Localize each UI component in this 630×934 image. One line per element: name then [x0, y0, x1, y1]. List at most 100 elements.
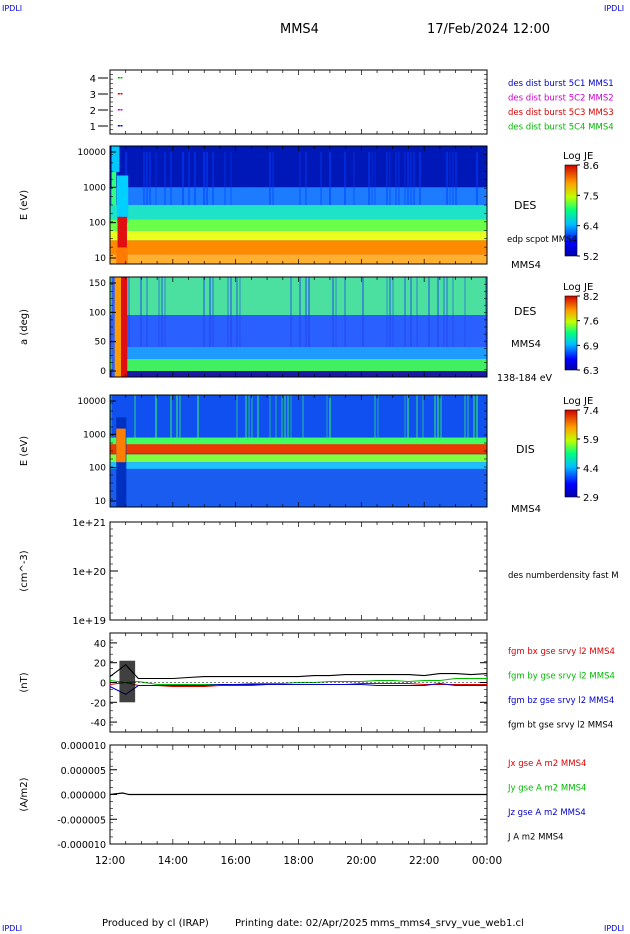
- texture-stripe: [440, 395, 442, 440]
- corner-mark-top-right: IPDLI: [604, 4, 625, 13]
- tick-label: -20: [90, 698, 106, 709]
- event-region: [116, 247, 128, 264]
- texture-stripe: [377, 395, 379, 440]
- tick-label: 100: [89, 464, 106, 474]
- spectrogram-band: [110, 359, 487, 371]
- texture-stripe: [128, 277, 130, 347]
- des-energy-spectrogram: [110, 146, 487, 264]
- tick-label: -40: [90, 718, 106, 729]
- panel-label: DES: [514, 305, 536, 318]
- texture-stripe: [161, 277, 163, 347]
- texture-stripe: [290, 277, 292, 347]
- legend-entry: Jz gse A m2 MMS4: [507, 808, 586, 818]
- texture-stripe: [410, 277, 412, 347]
- texture-stripe: [236, 395, 238, 440]
- tick-label: 0.000000: [61, 791, 106, 802]
- texture-stripe: [236, 277, 238, 347]
- spectrogram-band: [110, 395, 487, 438]
- corner-mark-top-left: IPDLI: [2, 4, 23, 13]
- tick-label: 1000: [83, 430, 106, 440]
- texture-stripe: [188, 151, 190, 205]
- texture-stripe: [329, 395, 331, 440]
- texture-stripe: [281, 395, 283, 440]
- tick-label: 2: [90, 106, 96, 117]
- panel-label: MMS4: [511, 339, 541, 350]
- colorbar-tick: 6.9: [583, 341, 599, 352]
- texture-stripe: [227, 277, 229, 347]
- colorbar-tick: 8.2: [583, 292, 599, 303]
- texture-stripe: [455, 151, 457, 205]
- texture-stripe: [452, 151, 454, 205]
- panel-label: edp scpot MMS4: [507, 235, 577, 245]
- texture-stripe: [428, 277, 430, 347]
- texture-stripe: [416, 277, 418, 347]
- texture-stripe: [230, 277, 232, 347]
- texture-stripe: [284, 395, 286, 440]
- burst-noise: [119, 660, 136, 703]
- burst-mark: [117, 77, 120, 79]
- texture-stripe: [389, 151, 391, 205]
- x-tick-label: 00:00: [472, 855, 502, 867]
- texture-stripe: [308, 277, 310, 347]
- des-energy-colorbar: [564, 164, 578, 257]
- event-region: [114, 277, 121, 377]
- spectrogram-band: [110, 277, 487, 315]
- texture-stripe: [326, 395, 328, 440]
- texture-stripe: [413, 151, 415, 205]
- texture-stripe: [329, 151, 331, 205]
- texture-stripe: [422, 395, 424, 440]
- texture-stripe: [269, 151, 271, 205]
- texture-stripe: [452, 277, 454, 347]
- texture-stripe: [476, 151, 478, 205]
- colorbar-title: Log JE: [563, 396, 593, 407]
- texture-stripe: [371, 151, 373, 205]
- burst-mark: [120, 93, 123, 95]
- texture-stripe: [386, 151, 388, 205]
- texture-stripe: [251, 395, 253, 440]
- texture-stripe: [407, 395, 409, 440]
- colorbar-tick: 6.4: [583, 222, 599, 233]
- colorbar-tick: 5.9: [583, 435, 599, 446]
- texture-stripe: [155, 151, 157, 205]
- burst-mark: [117, 109, 120, 111]
- tick-label: 1: [90, 122, 96, 133]
- event-region: [111, 171, 117, 205]
- event-region: [116, 428, 126, 463]
- tick-label: 1e+20: [72, 567, 106, 578]
- tick-label: 4: [90, 74, 96, 85]
- burst-mark: [117, 93, 120, 95]
- series-by: [109, 677, 487, 686]
- texture-stripe: [134, 395, 136, 440]
- texture-stripe: [416, 395, 418, 440]
- texture-stripe: [302, 395, 304, 440]
- texture-stripe: [257, 395, 259, 440]
- texture-stripe: [410, 151, 412, 205]
- tick-label: 0: [100, 367, 106, 377]
- texture-stripe: [179, 395, 181, 440]
- texture-stripe: [404, 151, 406, 205]
- date-title: 17/Feb/2024 12:00: [427, 22, 550, 37]
- tick-label: 0: [100, 679, 106, 690]
- texture-stripe: [287, 395, 289, 440]
- colorbar-title: Log JE: [563, 282, 593, 293]
- texture-stripe: [449, 151, 451, 205]
- corner-mark-bottom-left: IPDLI: [2, 924, 23, 933]
- des-pitch-spectrogram: [110, 277, 487, 377]
- texture-stripe: [110, 395, 112, 440]
- texture-stripe: [275, 395, 277, 440]
- x-tick-label: 12:00: [95, 855, 125, 867]
- x-tick-label: 16:00: [221, 855, 251, 867]
- legend-entry: des dist burst 5C1 MMS1: [508, 79, 614, 89]
- dis-energy-spectrogram: [110, 395, 487, 507]
- spectrogram-band: [110, 468, 487, 507]
- spectrogram-band: [110, 444, 487, 455]
- spectrogram-band: [110, 205, 487, 220]
- texture-stripe: [332, 277, 334, 347]
- spectrogram-band: [110, 219, 487, 231]
- texture-stripe: [305, 277, 307, 347]
- y-axis-label: a (deg): [19, 309, 30, 345]
- colorbar-tick: 2.9: [583, 493, 599, 504]
- des-pitch-colorbar: [564, 295, 578, 371]
- spectrogram-band: [110, 230, 487, 241]
